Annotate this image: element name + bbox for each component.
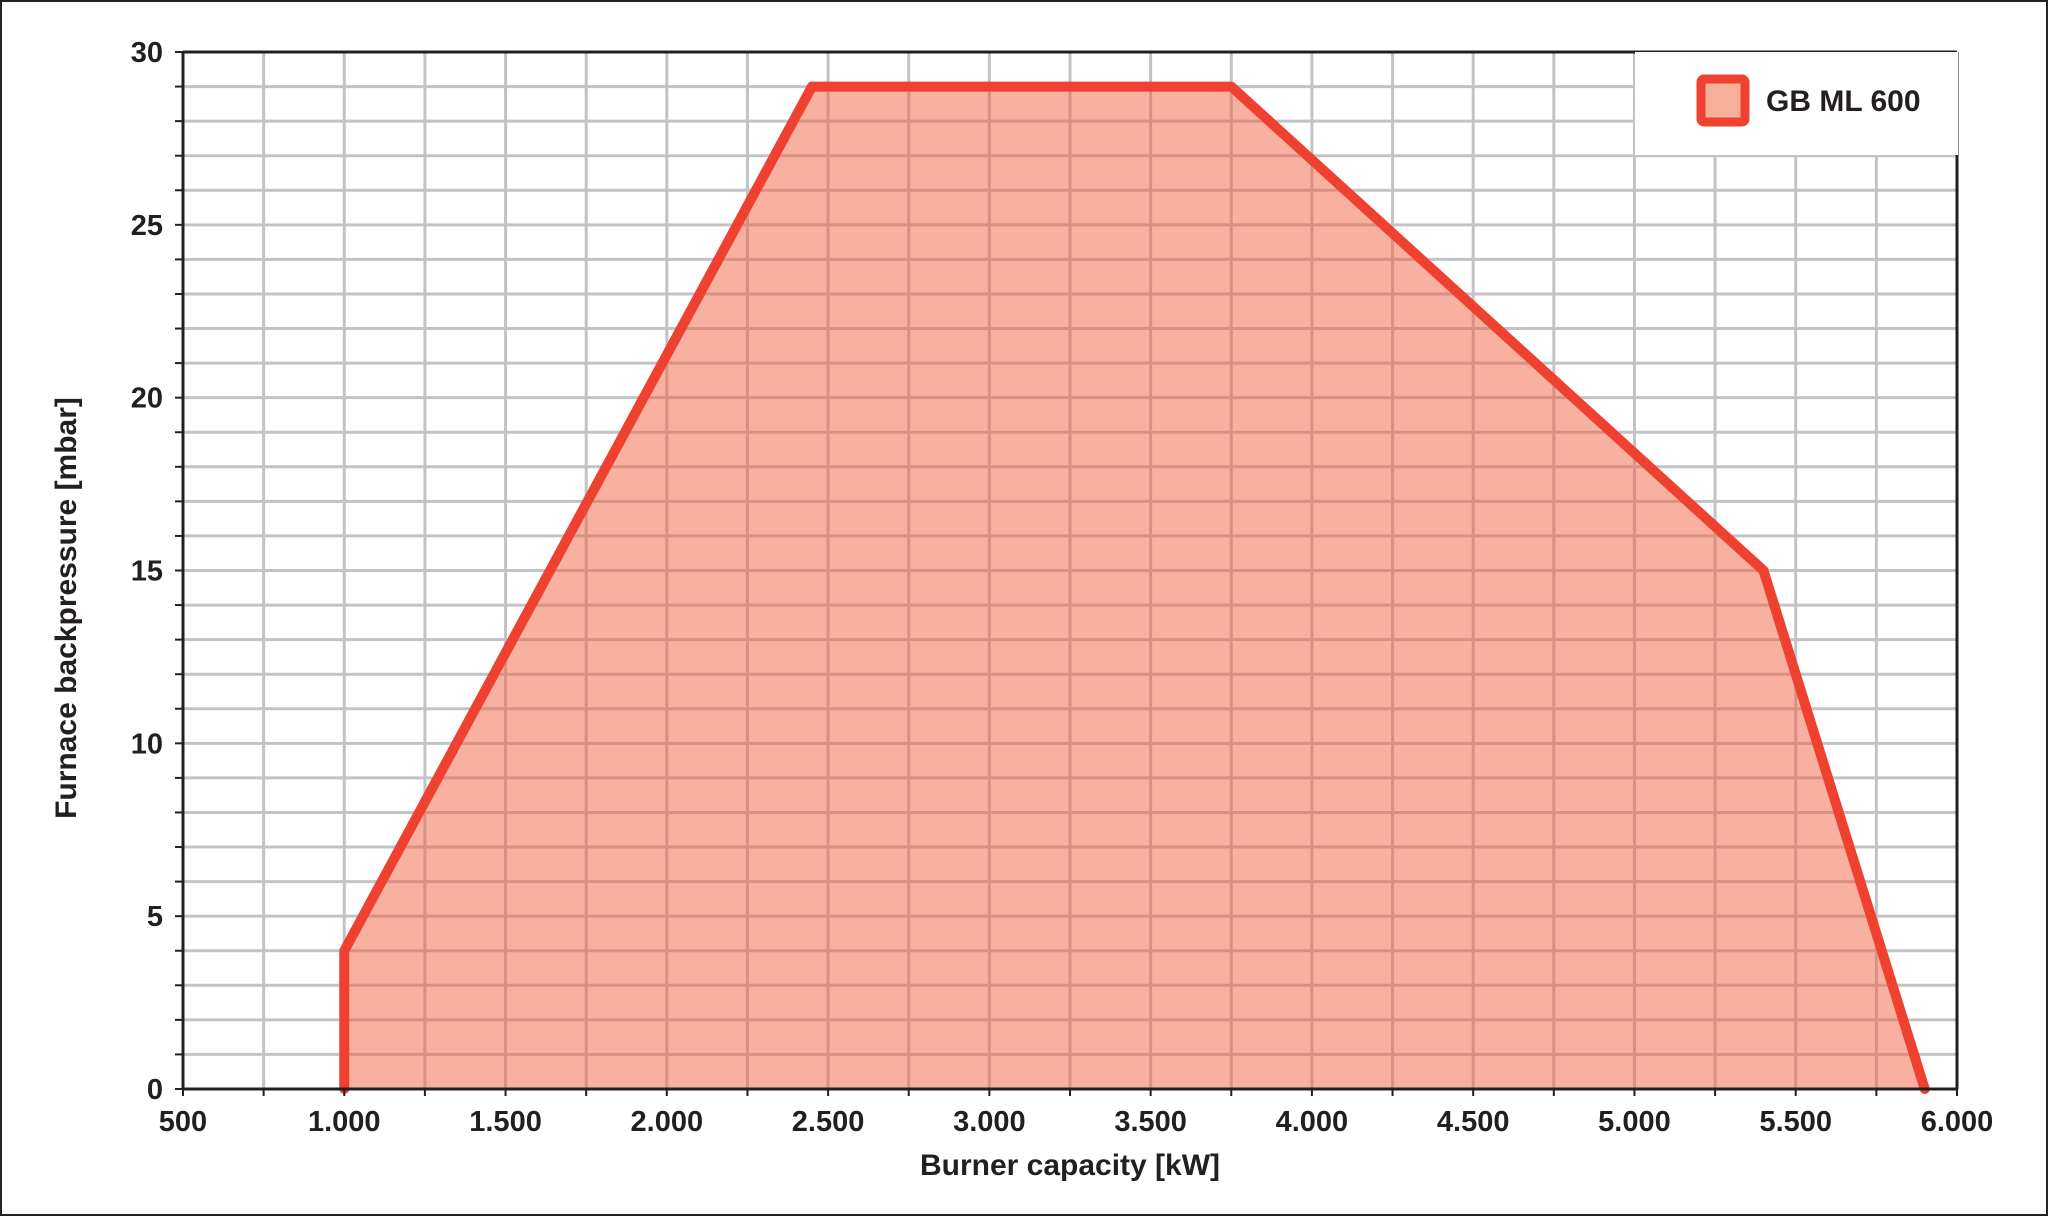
x-tick-label: 2.000 [631,1106,704,1138]
x-tick-label: 3.500 [1114,1106,1187,1138]
x-tick-label: 500 [159,1106,207,1138]
y-tick-label: 25 [131,210,163,242]
x-tick-label: 5.500 [1759,1106,1832,1138]
y-tick-label: 10 [131,728,163,760]
legend: GB ML 600 [1635,52,1958,155]
x-tick-label: 3.000 [953,1106,1026,1138]
x-tick-label: 1.500 [469,1106,542,1138]
series-fill [344,86,1925,1090]
x-tick-label: 4.000 [1276,1106,1349,1138]
x-axis-ticks: 500 1.000 1.500 2.000 2.500 3.000 3.500 4.000 4.… [159,1089,1993,1138]
x-tick-label: 6.000 [1921,1106,1994,1138]
x-tick-label: 4.500 [1437,1106,1510,1138]
legend-box [1635,52,1958,155]
y-tick-label: 20 [131,383,163,415]
grid [183,52,1957,1089]
x-tick-label: 1.000 [308,1106,381,1138]
legend-swatch [1696,74,1750,127]
y-axis-ticks: 0 5 10 15 20 25 30 [131,37,183,1106]
legend-label: GB ML 600 [1766,85,1921,118]
y-tick-label: 15 [131,556,163,588]
series-line [339,81,1930,1094]
x-tick-label: 5.000 [1598,1106,1671,1138]
y-tick-label: 0 [147,1074,163,1106]
series-area [339,81,1930,1094]
x-axis-title: Burner capacity [kW] [920,1149,1220,1182]
x-tick-label: 2.500 [792,1106,865,1138]
y-tick-label: 30 [131,37,163,69]
y-tick-label: 5 [147,901,163,933]
y-axis-title: Furnace backpressure [mbar] [50,397,83,819]
